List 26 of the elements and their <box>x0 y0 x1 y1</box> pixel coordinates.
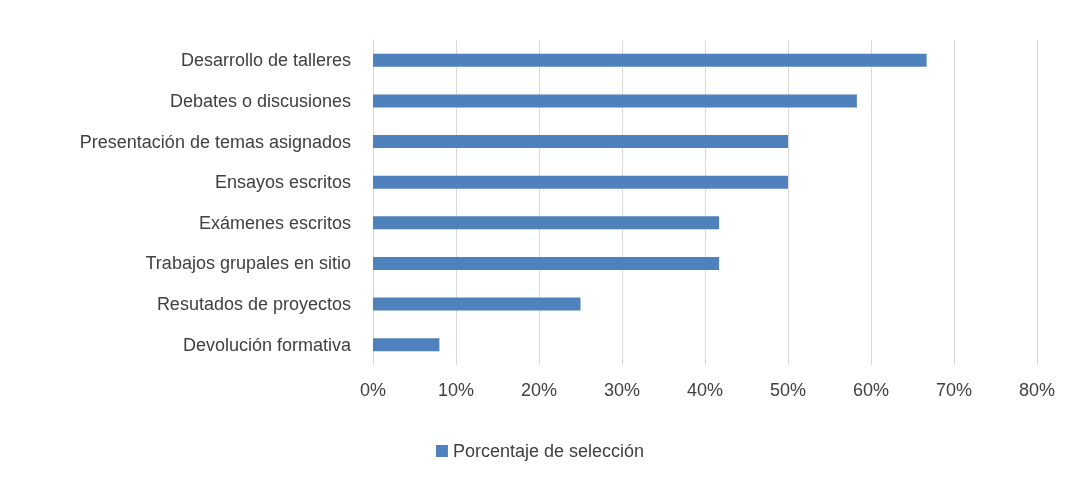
bar <box>373 216 720 230</box>
y-tick-label: Presentación de temas asignados <box>79 131 351 152</box>
x-tick-label: 10% <box>437 380 475 400</box>
bar <box>373 94 857 108</box>
x-tick-label: 80% <box>1018 380 1056 400</box>
y-tick-label: Trabajos grupales en sitio <box>145 253 351 274</box>
bar <box>373 297 581 311</box>
y-tick-label: Desarrollo de talleres <box>180 50 351 71</box>
y-tick-label: Ensayos escritos <box>214 172 351 193</box>
bar <box>373 175 788 189</box>
x-tick-label: 0% <box>359 380 387 400</box>
x-tick-label: 40% <box>686 380 724 400</box>
bar <box>373 256 720 270</box>
x-tick-label: 50% <box>769 380 807 400</box>
bar <box>373 338 440 352</box>
x-tick-label: 60% <box>852 380 890 400</box>
y-tick-label: Resutados de proyectos <box>156 294 351 315</box>
y-tick-label: Devolución formativa <box>182 334 352 355</box>
y-tick-label: Debates o discusiones <box>169 90 351 111</box>
bar <box>373 135 788 149</box>
x-tick-label: 30% <box>603 380 641 400</box>
x-tick-label: 70% <box>935 380 973 400</box>
y-tick-label: Exámenes escritos <box>198 212 351 233</box>
bar <box>373 53 927 67</box>
legend-label: Porcentaje de selección <box>452 441 645 461</box>
x-tick-label: 20% <box>520 380 558 400</box>
